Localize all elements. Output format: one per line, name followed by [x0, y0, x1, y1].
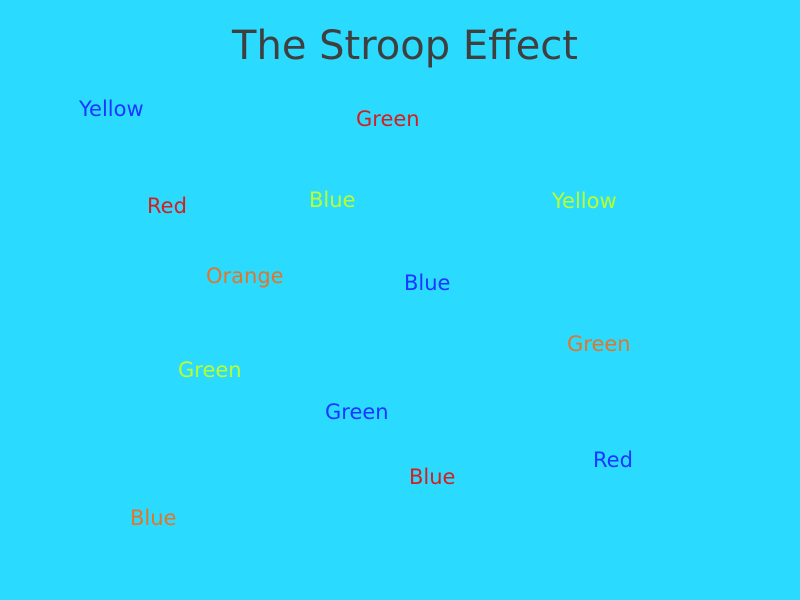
- stroop-word-10: Green: [325, 399, 389, 425]
- stroop-word-6: Orange: [206, 263, 284, 289]
- stroop-word-13: Blue: [130, 505, 176, 531]
- stroop-word-3: Red: [147, 193, 187, 219]
- stroop-word-4: Blue: [309, 187, 355, 213]
- stroop-word-12: Blue: [409, 464, 455, 490]
- slide-title: The Stroop Effect: [0, 20, 800, 72]
- stroop-word-7: Blue: [404, 270, 450, 296]
- stroop-word-2: Green: [356, 106, 420, 132]
- stroop-word-5: Yellow: [552, 188, 617, 214]
- stroop-word-11: Red: [593, 447, 633, 473]
- stroop-word-9: Green: [178, 357, 242, 383]
- stroop-word-8: Green: [567, 331, 631, 357]
- stroop-word-1: Yellow: [79, 96, 144, 122]
